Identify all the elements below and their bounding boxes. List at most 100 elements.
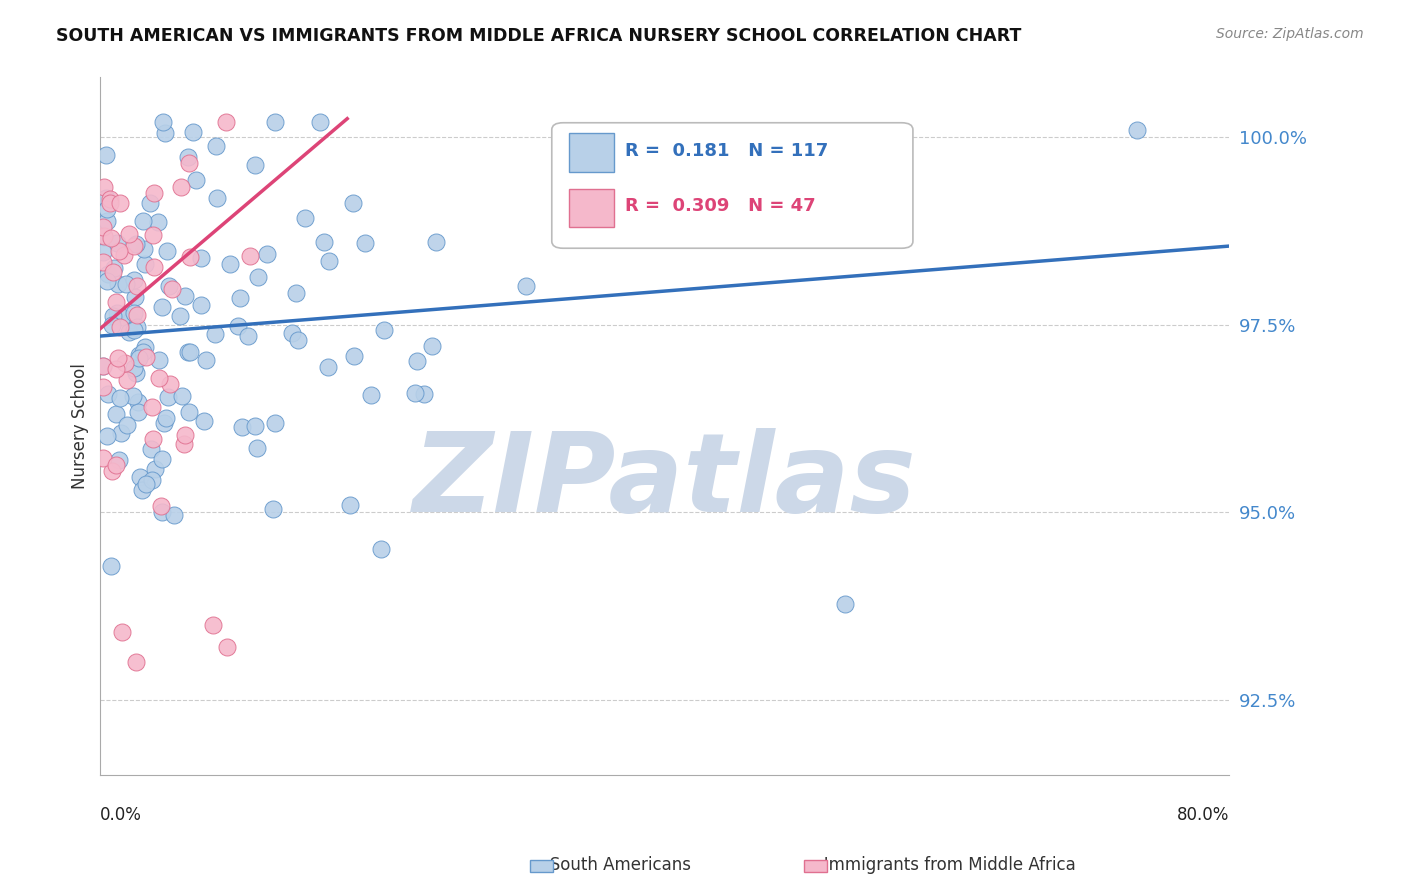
Point bbox=[287, 333, 309, 347]
Point bbox=[246, 441, 269, 455]
Point bbox=[108, 320, 131, 334]
Point bbox=[124, 655, 146, 669]
Point bbox=[228, 318, 250, 333]
Point bbox=[239, 249, 262, 263]
Point bbox=[204, 327, 226, 342]
Point bbox=[177, 156, 200, 170]
Point bbox=[91, 359, 114, 374]
Point bbox=[101, 265, 124, 279]
Point bbox=[264, 416, 287, 430]
Point bbox=[179, 405, 201, 419]
Point bbox=[160, 282, 183, 296]
Point bbox=[127, 308, 149, 322]
Point bbox=[141, 442, 163, 456]
Point bbox=[202, 617, 225, 632]
Point bbox=[107, 244, 129, 259]
Point bbox=[125, 320, 148, 334]
Point bbox=[156, 244, 179, 258]
Point bbox=[229, 291, 252, 305]
Point bbox=[111, 310, 134, 325]
Text: R =  0.309   N = 47: R = 0.309 N = 47 bbox=[626, 197, 815, 215]
Point bbox=[125, 367, 148, 381]
Point bbox=[153, 416, 176, 430]
Point bbox=[120, 313, 142, 327]
Point bbox=[163, 508, 186, 522]
Point bbox=[135, 350, 157, 364]
Point bbox=[231, 419, 253, 434]
Point bbox=[91, 379, 114, 393]
Point bbox=[294, 211, 316, 226]
Point bbox=[186, 173, 208, 187]
Point bbox=[141, 473, 163, 487]
Point bbox=[108, 453, 131, 467]
Point bbox=[96, 274, 118, 288]
Point bbox=[105, 306, 128, 320]
Point bbox=[108, 196, 131, 211]
Point bbox=[91, 219, 114, 234]
Point bbox=[94, 191, 117, 205]
Point bbox=[122, 360, 145, 375]
Point bbox=[105, 407, 128, 421]
Point bbox=[245, 418, 267, 433]
Point bbox=[174, 428, 197, 442]
Point bbox=[128, 351, 150, 365]
Point bbox=[107, 351, 129, 365]
Point bbox=[93, 180, 115, 194]
Point bbox=[316, 360, 339, 375]
Point bbox=[155, 411, 177, 425]
Point bbox=[179, 345, 201, 359]
Point bbox=[169, 309, 191, 323]
Point bbox=[247, 269, 270, 284]
Point bbox=[834, 597, 856, 611]
Point bbox=[110, 426, 132, 441]
Point bbox=[339, 498, 361, 512]
Point bbox=[413, 387, 436, 401]
Point bbox=[373, 323, 395, 337]
Point bbox=[318, 253, 340, 268]
Point bbox=[157, 390, 180, 404]
Point bbox=[183, 125, 205, 139]
Point bbox=[219, 257, 242, 271]
Point bbox=[110, 625, 132, 640]
Point bbox=[342, 196, 364, 211]
Point bbox=[263, 115, 285, 129]
Point bbox=[193, 414, 215, 428]
Point bbox=[121, 389, 143, 403]
Point bbox=[93, 229, 115, 244]
Text: ZIPatlas: ZIPatlas bbox=[413, 428, 917, 535]
Point bbox=[205, 139, 228, 153]
Y-axis label: Nursery School: Nursery School bbox=[72, 363, 89, 489]
Point bbox=[96, 429, 118, 443]
Point bbox=[132, 242, 155, 256]
Point bbox=[103, 260, 125, 275]
Point bbox=[284, 285, 307, 300]
Point bbox=[148, 371, 170, 385]
Point bbox=[190, 298, 212, 312]
FancyBboxPatch shape bbox=[551, 123, 912, 248]
Point bbox=[122, 323, 145, 337]
Point bbox=[117, 325, 139, 339]
Point bbox=[115, 373, 138, 387]
Point bbox=[114, 356, 136, 370]
Point bbox=[101, 464, 124, 478]
Point bbox=[179, 250, 201, 264]
Point bbox=[129, 469, 152, 483]
Point bbox=[406, 353, 429, 368]
Point bbox=[1126, 123, 1149, 137]
Point bbox=[149, 500, 172, 514]
Point bbox=[170, 180, 193, 194]
Point bbox=[101, 318, 124, 333]
Point bbox=[153, 126, 176, 140]
Point bbox=[128, 348, 150, 362]
Point bbox=[170, 389, 193, 403]
Point bbox=[190, 251, 212, 265]
Text: 80.0%: 80.0% bbox=[1177, 806, 1229, 824]
Point bbox=[150, 300, 173, 314]
Point bbox=[195, 353, 218, 368]
Point bbox=[125, 278, 148, 293]
Point bbox=[125, 236, 148, 251]
Point bbox=[236, 328, 259, 343]
Point bbox=[146, 215, 169, 229]
Point bbox=[142, 260, 165, 274]
Point bbox=[107, 277, 129, 291]
